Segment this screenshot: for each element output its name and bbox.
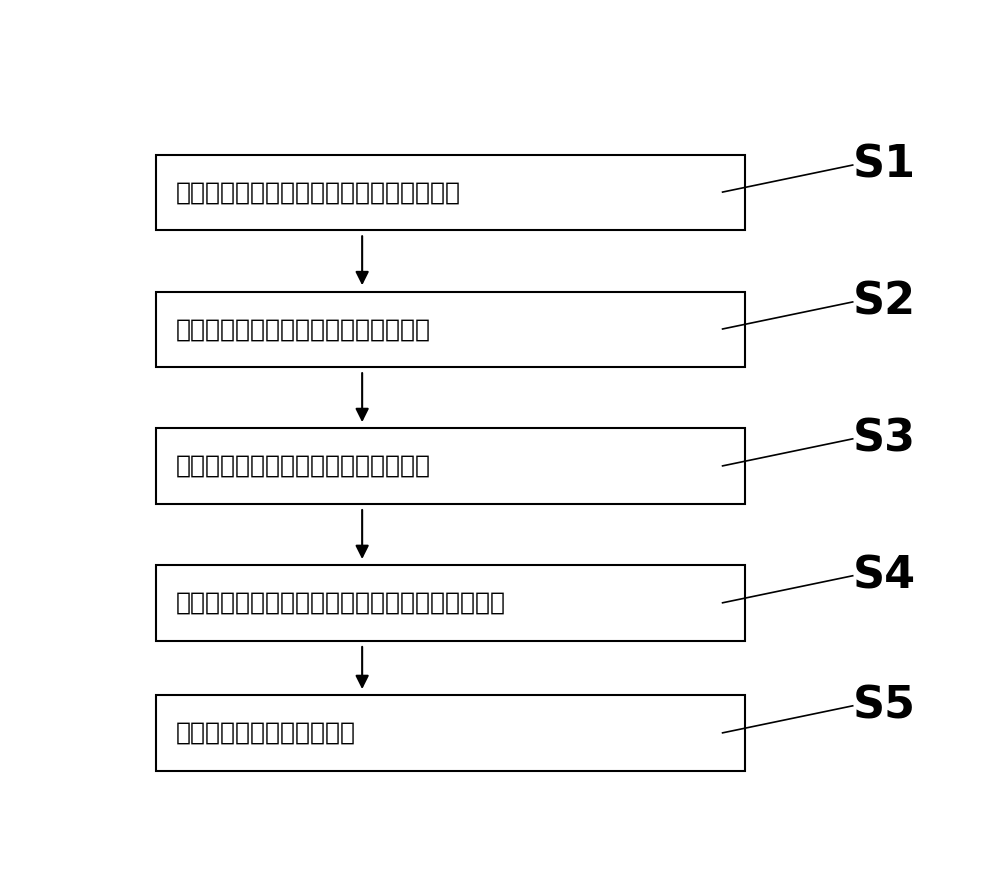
Text: S3: S3 [853,417,916,461]
Text: S1: S1 [853,143,916,187]
Text: S4: S4 [853,554,916,597]
Text: 晶化调控后的含钛高炉渣进行裂化处理，得到渣块: 晶化调控后的含钛高炉渣进行裂化处理，得到渣块 [175,591,505,615]
Text: 裂化后的渣块进行筛分处理: 裂化后的渣块进行筛分处理 [175,721,355,745]
Text: S5: S5 [853,685,916,727]
Bar [156,428,745,504]
Text: S2: S2 [853,280,916,324]
Bar [156,695,745,771]
Text: 冷却成型后的含钛高炉渣进行晶化调控: 冷却成型后的含钛高炉渣进行晶化调控 [175,454,430,478]
Text: 将高温液态的熔融含钛高炉渣进行调质处理: 将高温液态的熔融含钛高炉渣进行调质处理 [175,180,460,204]
Text: 调质处理后的含钛高炉渣进行冷却成型: 调质处理后的含钛高炉渣进行冷却成型 [175,317,430,341]
Bar [156,155,745,230]
Bar [156,565,745,641]
Bar [156,292,745,367]
